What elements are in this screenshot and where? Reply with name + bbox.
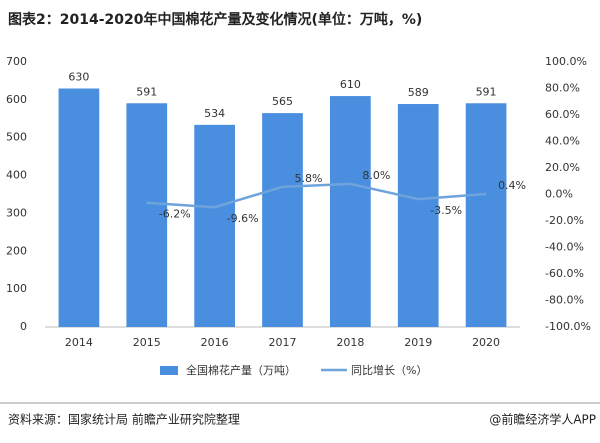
y2-tick-label: 0.0% bbox=[545, 188, 573, 201]
y-tick-label: 100 bbox=[6, 282, 27, 295]
x-tick-label: 2016 bbox=[201, 336, 229, 349]
bar-label: 610 bbox=[340, 78, 361, 91]
y2-tick-label: -60.0% bbox=[545, 267, 584, 280]
y2-tick-label: 40.0% bbox=[545, 135, 580, 148]
y2-tick-label: 100.0% bbox=[545, 55, 587, 68]
y-tick-label: 400 bbox=[6, 169, 27, 182]
line-label: 5.8% bbox=[295, 172, 323, 185]
y-tick-label: 200 bbox=[6, 244, 27, 257]
source: 资料来源：国家统计局 前瞻产业研究院整理 bbox=[8, 412, 240, 427]
credit: @前瞻经济学人APP bbox=[489, 412, 596, 427]
y2-tick-label: -80.0% bbox=[545, 294, 584, 307]
y-tick-label: 600 bbox=[6, 93, 27, 106]
bar bbox=[262, 113, 303, 327]
line-label: -6.2% bbox=[159, 208, 191, 221]
bar bbox=[465, 103, 507, 327]
x-tick-label: 2014 bbox=[65, 336, 93, 349]
x-tick-label: 2018 bbox=[336, 336, 364, 349]
bar-label: 565 bbox=[272, 95, 293, 108]
bar-label: 589 bbox=[408, 86, 429, 99]
bar-label: 534 bbox=[204, 107, 225, 120]
y-tick-label: 700 bbox=[6, 55, 27, 68]
y2-tick-label: -40.0% bbox=[545, 241, 584, 254]
bar-label: 630 bbox=[68, 71, 89, 84]
y-tick-label: 0 bbox=[20, 320, 27, 333]
x-tick-label: 2015 bbox=[133, 336, 161, 349]
y2-tick-label: 60.0% bbox=[545, 108, 580, 121]
x-tick-label: 2017 bbox=[269, 336, 297, 349]
y2-tick-label: -100.0% bbox=[545, 320, 591, 333]
y2-tick-label: 20.0% bbox=[545, 161, 580, 174]
legend-label: 全国棉花产量（万吨） bbox=[186, 363, 296, 377]
bar-label: 591 bbox=[136, 85, 157, 98]
legend-label: 同比增长（%） bbox=[351, 363, 427, 377]
bar bbox=[126, 103, 168, 327]
y-tick-label: 500 bbox=[6, 131, 27, 144]
line-label: 8.0% bbox=[362, 169, 390, 182]
bar bbox=[194, 124, 235, 327]
line-label: -3.5% bbox=[430, 204, 462, 217]
chart-title: 图表2：2014-2020年中国棉花产量及变化情况(单位：万吨，%) bbox=[8, 11, 422, 28]
legend-swatch bbox=[160, 366, 178, 375]
y2-tick-label: 80.0% bbox=[545, 82, 580, 95]
y2-tick-label: -20.0% bbox=[545, 214, 584, 227]
line bbox=[146, 182, 487, 209]
line-label: 0.4% bbox=[498, 179, 526, 192]
bar bbox=[397, 104, 439, 328]
bar bbox=[330, 96, 371, 327]
y-tick-label: 300 bbox=[6, 206, 27, 219]
x-tick-label: 2019 bbox=[404, 336, 432, 349]
bar-label: 591 bbox=[476, 85, 497, 98]
x-tick-label: 2020 bbox=[472, 336, 500, 349]
bar bbox=[58, 88, 100, 327]
line-label: -9.6% bbox=[227, 212, 259, 225]
